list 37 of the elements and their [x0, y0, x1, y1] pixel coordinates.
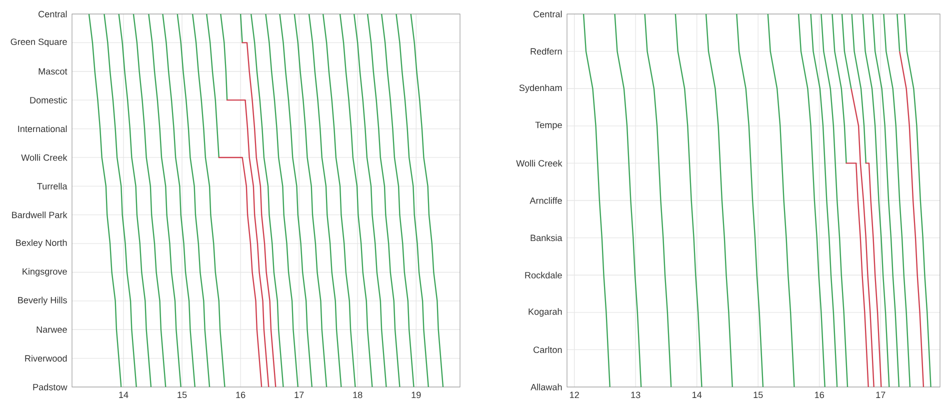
- y-tick-label: Padstow: [33, 384, 68, 390]
- y-tick-label: Tempe: [535, 122, 562, 130]
- y-tick-label: Kogarah: [528, 308, 562, 317]
- y-tick-label: Banksia: [530, 234, 562, 242]
- x-tick-label: 19: [412, 392, 421, 398]
- y-tick-label: Green Square: [10, 38, 67, 47]
- y-tick-label: Wolli Creek: [516, 160, 562, 167]
- x-tick-label: 12: [570, 392, 579, 398]
- x-tick-label: 17: [294, 392, 304, 398]
- y-tick-label: Arncliffe: [530, 197, 562, 204]
- y-tick-label: Wolli Creek: [21, 154, 68, 161]
- x-tick-label: 13: [631, 392, 640, 398]
- y-tick-label: Sydenham: [519, 84, 562, 93]
- y-tick-label: Mascot: [38, 68, 68, 75]
- x-tick-label: 16: [815, 392, 824, 398]
- x-tick-label: 15: [178, 392, 187, 398]
- y-tick-label: Riverwood: [25, 354, 67, 362]
- y-tick-label: Bardwell Park: [12, 212, 68, 218]
- x-tick-label: 14: [119, 392, 128, 398]
- y-tick-label: International: [18, 125, 67, 132]
- y-tick-label: Central: [534, 10, 562, 18]
- x-tick-label: 15: [754, 392, 763, 398]
- y-tick-label: Domestic: [30, 96, 68, 104]
- y-tick-label: Kingsgrove: [22, 268, 67, 276]
- y-tick-label: Rockdale: [525, 272, 562, 278]
- y-tick-label: Bexley North: [16, 239, 67, 248]
- y-tick-label: Redfern: [530, 48, 562, 55]
- x-tick-label: 18: [353, 392, 362, 398]
- y-tick-label: Turrella: [37, 182, 68, 190]
- x-tick-label: 17: [876, 392, 886, 398]
- y-tick-label: Carlton: [534, 346, 562, 354]
- y-tick-label: Narwee: [36, 326, 67, 333]
- y-tick-label: Beverly Hills: [18, 296, 67, 306]
- x-tick-label: 14: [692, 392, 702, 398]
- y-tick-label: Central: [38, 10, 67, 18]
- y-tick-label: Allawah: [530, 384, 562, 390]
- x-tick-label: 16: [236, 392, 246, 398]
